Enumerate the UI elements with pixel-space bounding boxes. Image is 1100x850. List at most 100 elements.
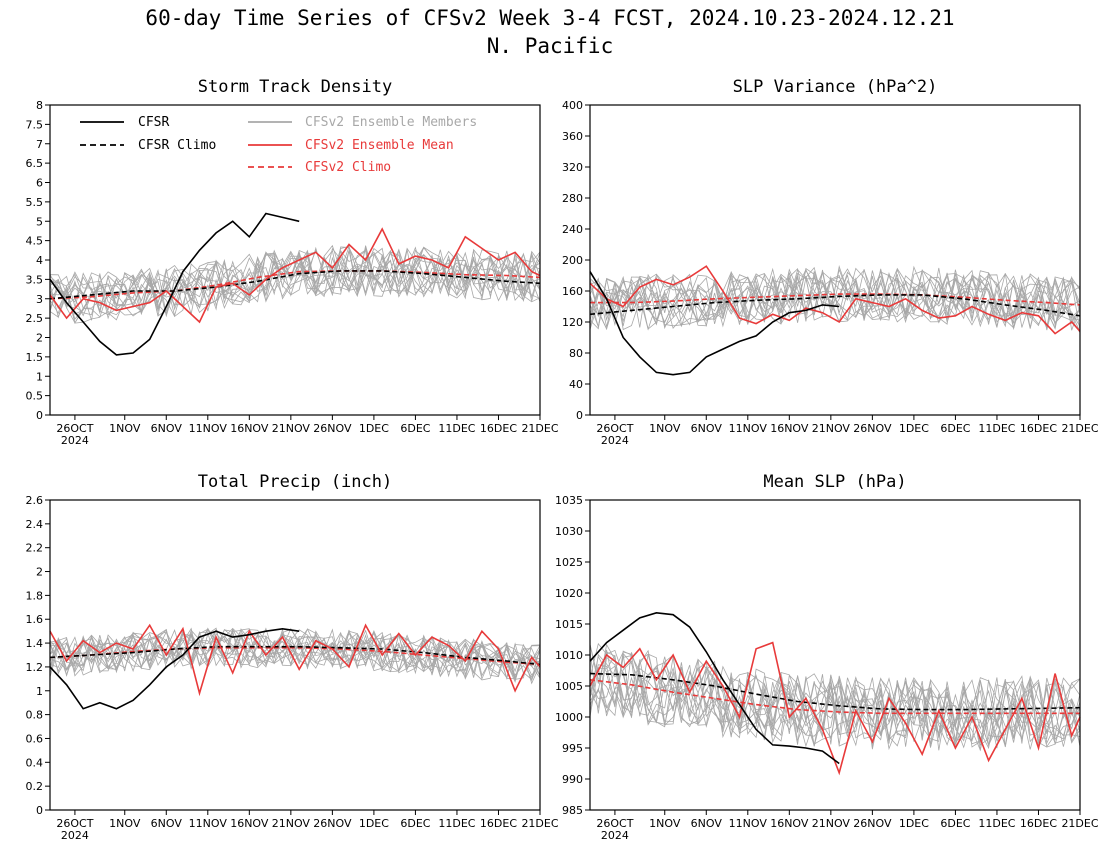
ensemble-member-line	[49, 628, 541, 681]
legend-label-ensemble-mean: CFSv2 Ensemble Mean	[305, 138, 454, 153]
x-tick-label: 21NOV	[272, 422, 311, 435]
x-tick-label: 16DEC	[480, 422, 517, 435]
y-tick-label: 5	[36, 215, 43, 228]
y-tick-label: 280	[562, 192, 583, 205]
ensemble-member-line	[49, 246, 541, 320]
y-tick-label: 1000	[555, 711, 583, 724]
panel-total-precip-inch: Total Precip (inch) 0 0.2 0.4 0.6 0.8 1 1.2 1.4 1…	[26, 472, 559, 842]
x-tick-label: 11NOV	[189, 817, 228, 830]
x-tick-label: 21DEC	[1061, 817, 1098, 830]
y-tick-label: 160	[562, 285, 583, 298]
x-tick-label: 21DEC	[521, 422, 558, 435]
legend-label-ensemble-members: CFSv2 Ensemble Members	[305, 115, 477, 130]
x-tick-label: 1DEC	[359, 422, 389, 435]
y-tick-label: 1005	[555, 680, 583, 693]
x-tick-label: 21DEC	[521, 817, 558, 830]
y-tick-label: 5.5	[26, 196, 44, 209]
y-tick-label: 1020	[555, 587, 583, 600]
x-tick-label: 6NOV	[151, 422, 183, 435]
y-tick-label: 0.2	[26, 780, 44, 793]
y-tick-label: 2.2	[26, 542, 44, 555]
ensemble-member-line	[589, 274, 1081, 331]
x-tick-label: 1NOV	[109, 817, 141, 830]
x-tick-label: 1NOV	[109, 422, 141, 435]
x-year-label: 2024	[601, 829, 629, 842]
ensemble-members	[49, 244, 541, 324]
plot-frame	[589, 104, 1081, 416]
y-tick-label: 995	[562, 742, 583, 755]
series-cfsv2-climo	[590, 293, 1081, 306]
y-tick-label: 0.8	[26, 709, 44, 722]
panel-slp-variance-hpa-2: SLP Variance (hPa^2) 0 40 80 120 160 200 240 280…	[562, 77, 1099, 447]
panel-mean-slp-hpa: Mean SLP (hPa) 985 990 995 1000 1005 1010 1015 1…	[555, 472, 1099, 842]
x-tick-label: 26NOV	[853, 817, 892, 830]
ensemble-member-line	[49, 249, 541, 316]
x-tick-label: 11NOV	[729, 817, 768, 830]
ensemble-member-line	[589, 651, 1081, 747]
x-tick-label: 21DEC	[1061, 422, 1098, 435]
x-tick-label: 6NOV	[691, 817, 723, 830]
x-tick-label: 11DEC	[438, 422, 475, 435]
legend-label-cfsr: CFSR	[138, 115, 169, 130]
y-tick-label: 6	[36, 177, 43, 190]
series-cfsr-climo	[49, 645, 541, 666]
x-tick-label: 6NOV	[151, 817, 183, 830]
ensemble-member-line	[49, 246, 541, 324]
y-tick-label: 0	[36, 804, 43, 817]
ensemble-member-line	[589, 272, 1081, 329]
x-tick-label: 6DEC	[400, 422, 430, 435]
y-tick-label: 2.6	[26, 494, 44, 507]
ensemble-member-line	[589, 651, 1081, 750]
x-tick-label: 1DEC	[359, 817, 389, 830]
ensemble-member-line	[49, 628, 541, 677]
x-tick-label: 16NOV	[770, 817, 809, 830]
main-title-line2: N. Pacific	[486, 34, 614, 58]
panel-storm-track-density: Storm Track Density 0 0.5 1 1.5 2 2.5 3 3.5 4 4.5 5…	[26, 77, 559, 447]
main-title: 60-day Time Series of CFSv2 Week 3-4 FCS…	[0, 4, 1100, 60]
y-tick-label: 0.6	[26, 732, 44, 745]
series-cfsr-climo	[49, 270, 541, 300]
legend-label-cfsr-climo: CFSR Climo	[138, 138, 216, 153]
y-tick-label: 1.2	[26, 661, 44, 674]
ensemble-member-line	[589, 652, 1081, 750]
y-tick-label: 1015	[555, 618, 583, 631]
y-axis: 0 0.5 1 1.5 2 2.5 3 3.5 4 4.5 5 5.5 6 6.5 7 7.5 8	[26, 99, 50, 422]
x-year-label: 2024	[61, 434, 89, 447]
y-tick-label: 0.4	[26, 756, 44, 769]
x-axis: 26OCT 1NOV 6NOV 11NOV 16NOV 21NOV 26NOV 1DEC 6DE…	[56, 810, 559, 842]
series-cfsr	[589, 271, 840, 376]
x-tick-label: 1NOV	[649, 817, 681, 830]
x-tick-label: 26OCT	[56, 422, 93, 435]
x-tick-label: 6DEC	[400, 817, 430, 830]
ensemble-member-line	[589, 653, 1081, 748]
legend: CFSR CFSR Climo CFSv2 Ensemble Members C…	[80, 115, 477, 175]
x-year-label: 2024	[601, 434, 629, 447]
x-tick-label: 26OCT	[596, 817, 633, 830]
y-tick-label: 1.5	[26, 351, 44, 364]
y-tick-label: 985	[562, 804, 583, 817]
y-tick-label: 2	[36, 566, 43, 579]
x-tick-label: 16DEC	[1020, 817, 1057, 830]
y-tick-label: 6.5	[26, 157, 44, 170]
x-tick-label: 21NOV	[812, 422, 851, 435]
y-tick-label: 1	[36, 685, 43, 698]
x-tick-label: 26NOV	[853, 422, 892, 435]
x-tick-label: 1DEC	[899, 817, 929, 830]
y-tick-label: 1010	[555, 649, 583, 662]
series-cfsv2-climo	[589, 679, 1080, 715]
series-cfsr-climo	[589, 294, 1081, 317]
y-axis: 985 990 995 1000 1005 1010 1015 1020 1025 1030 103…	[555, 494, 590, 817]
series-cfsr	[49, 627, 300, 710]
y-tick-label: 0	[36, 409, 43, 422]
series-cfsr-climo	[589, 672, 1081, 711]
y-tick-label: 3	[36, 293, 43, 306]
x-tick-label: 26NOV	[313, 817, 352, 830]
x-tick-label: 16NOV	[230, 817, 269, 830]
y-tick-label: 8	[36, 99, 43, 112]
x-tick-label: 11DEC	[978, 817, 1015, 830]
series-cfsv2-climo	[49, 646, 541, 666]
y-tick-label: 320	[562, 161, 583, 174]
x-year-label: 2024	[61, 829, 89, 842]
series-cfsr	[49, 212, 300, 356]
